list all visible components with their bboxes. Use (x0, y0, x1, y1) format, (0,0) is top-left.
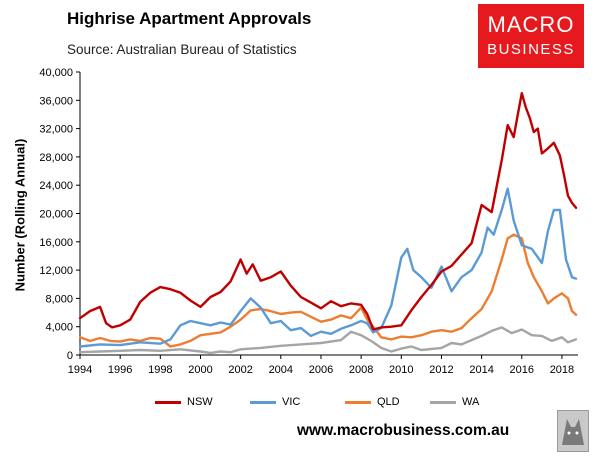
legend-label: QLD (377, 396, 400, 408)
x-tick-label: 2014 (469, 364, 493, 376)
y-tick-label: 20,000 (39, 209, 73, 221)
x-axis: 1994 1996 1998 2000 2002 2004 2006 2008 2010 2012… (68, 354, 578, 376)
y-tick-label: 16,000 (39, 237, 73, 249)
series-line-wa (78, 326, 578, 355)
series-line-vic (78, 187, 578, 348)
footer-url[interactable]: www.macrobusiness.com.au (297, 422, 510, 439)
legend-label: NSW (187, 396, 213, 408)
x-tick-label: 2004 (269, 364, 293, 376)
y-tick-label: 4,000 (45, 322, 73, 334)
legend-label: WA (462, 396, 480, 408)
legend-item-qld: QLD (345, 396, 400, 408)
logo-line-1: MACRO (487, 12, 575, 37)
y-tick-label: 32,000 (39, 124, 73, 136)
wolf-logo-icon (557, 410, 589, 452)
legend: NSW VIC QLD WA (155, 396, 485, 412)
x-tick-label: 2018 (550, 364, 574, 376)
series-line-nsw (78, 91, 578, 331)
chart-title: Highrise Apartment Approvals (67, 9, 312, 28)
legend-item-vic: VIC (250, 396, 300, 408)
x-tick-label: 1996 (108, 364, 132, 376)
y-tick-label: 0 (67, 350, 73, 362)
y-tick-label: 24,000 (39, 180, 73, 192)
legend-label: VIC (282, 396, 301, 408)
y-tick-label: 36,000 (39, 95, 73, 107)
x-tick-label: 2000 (188, 364, 212, 376)
x-tick-label: 2002 (228, 364, 252, 376)
y-axis: 0 4,000 8,000 12,000 16,000 20,000 24,000 28,00… (39, 67, 81, 362)
macrobusiness-logo[interactable]: MACRO BUSINESS (478, 4, 584, 68)
y-tick-label: 28,000 (39, 152, 73, 164)
legend-item-wa: WA (430, 396, 479, 408)
x-tick-label: 2012 (429, 364, 453, 376)
legend-item-nsw: NSW (155, 396, 213, 408)
x-tick-label: 1994 (68, 364, 92, 376)
chart-source: Source: Australian Bureau of Statistics (67, 42, 297, 57)
x-tick-label: 2010 (389, 364, 413, 376)
legend-swatch (430, 400, 456, 404)
legend-swatch (250, 400, 276, 404)
y-tick-label: 40,000 (39, 67, 73, 79)
legend-swatch (345, 400, 371, 404)
x-tick-label: 1998 (148, 364, 172, 376)
x-tick-label: 2006 (309, 364, 333, 376)
y-tick-label: 12,000 (39, 265, 73, 277)
x-tick-label: 2016 (510, 364, 534, 376)
legend-swatch (155, 400, 181, 404)
series-lines (78, 91, 578, 355)
wolf-icon-drawing (562, 419, 584, 445)
x-tick-label: 2008 (349, 364, 373, 376)
y-tick-label: 8,000 (45, 293, 73, 305)
logo-line-2: BUSINESS (487, 41, 575, 58)
